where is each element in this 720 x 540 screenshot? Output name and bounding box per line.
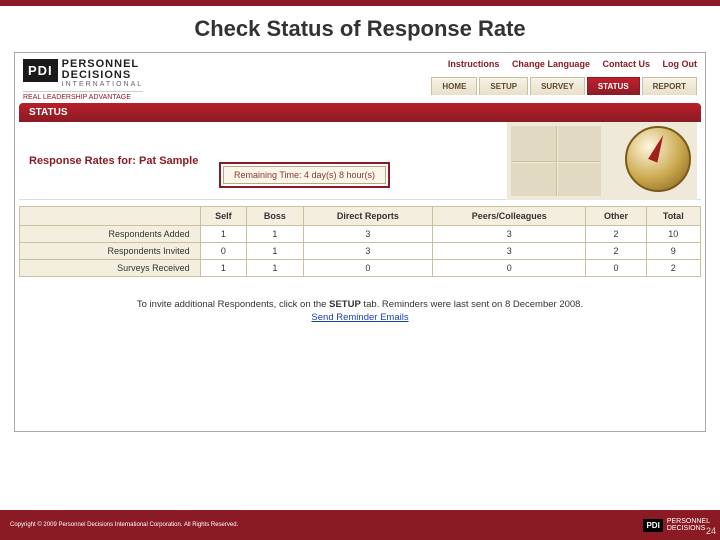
page-number: 24 (706, 526, 716, 536)
send-reminder-link[interactable]: Send Reminder Emails (15, 312, 705, 323)
puzzle-icon (511, 126, 601, 196)
cell: 0 (586, 260, 646, 277)
cell: 3 (303, 243, 432, 260)
instruction-post: tab. Reminders were last sent on 8 Decem… (361, 299, 583, 310)
cell: 1 (200, 226, 247, 243)
hero-graphic (507, 122, 697, 200)
cell: 3 (433, 243, 586, 260)
content-strip: Response Rates for: Pat Sample Remaining… (19, 122, 701, 200)
row-label: Respondents Added (20, 226, 201, 243)
cell: 1 (200, 260, 247, 277)
table-row: Respondents Invited 0 1 3 3 2 9 (20, 243, 701, 260)
logo-tagline: REAL LEADERSHIP ADVANTAGE (23, 91, 143, 101)
compass-icon (625, 126, 691, 192)
col-boss: Boss (247, 207, 304, 226)
col-peers: Peers/Colleagues (433, 207, 586, 226)
cell: 9 (646, 243, 700, 260)
tab-survey[interactable]: SURVEY (530, 77, 585, 95)
header-region: PDI PERSONNEL DECISIONS INTERNATIONAL RE… (15, 53, 705, 103)
instruction-setup-word: SETUP (329, 299, 361, 310)
footer-copyright: Copyright © 2009 Personnel Decisions Int… (10, 522, 238, 528)
row-label: Surveys Received (20, 260, 201, 277)
cell: 3 (303, 226, 432, 243)
link-instructions[interactable]: Instructions (448, 59, 500, 69)
footer-logo: PDI PERSONNEL DECISIONS (643, 518, 710, 532)
logo-line3: INTERNATIONAL (62, 81, 144, 88)
cell: 10 (646, 226, 700, 243)
col-blank (20, 207, 201, 226)
logo-block: PDI PERSONNEL DECISIONS INTERNATIONAL RE… (23, 59, 143, 101)
cell: 0 (433, 260, 586, 277)
cell: 2 (646, 260, 700, 277)
logo-initials: PDI (23, 59, 58, 82)
cell: 1 (247, 243, 304, 260)
app-frame: PDI PERSONNEL DECISIONS INTERNATIONAL RE… (14, 52, 706, 432)
cell: 3 (433, 226, 586, 243)
response-rate-table: Self Boss Direct Reports Peers/Colleague… (19, 206, 701, 277)
tab-status[interactable]: STATUS (587, 77, 640, 95)
tab-home[interactable]: HOME (431, 77, 477, 95)
cell: 2 (586, 226, 646, 243)
logo-line2: DECISIONS (62, 70, 144, 81)
row-label: Respondents Invited (20, 243, 201, 260)
table-row: Surveys Received 1 1 0 0 0 2 (20, 260, 701, 277)
col-direct-reports: Direct Reports (303, 207, 432, 226)
cell: 1 (247, 260, 304, 277)
cell: 2 (586, 243, 646, 260)
slide-title: Check Status of Response Rate (0, 0, 720, 46)
cell: 0 (303, 260, 432, 277)
response-rate-heading: Response Rates for: Pat Sample (29, 155, 198, 167)
instruction-pre: To invite additional Respondents, click … (137, 299, 329, 310)
instruction-text: To invite additional Respondents, click … (15, 299, 705, 310)
footer-logo-initials: PDI (643, 519, 662, 532)
remaining-time-text: Remaining Time: 4 day(s) 8 hour(s) (223, 166, 386, 184)
cell: 1 (247, 226, 304, 243)
link-contact-us[interactable]: Contact Us (602, 59, 650, 69)
footer-logo-line1: PERSONNEL (667, 518, 710, 525)
col-self: Self (200, 207, 247, 226)
tab-setup[interactable]: SETUP (479, 77, 528, 95)
remaining-time-highlight: Remaining Time: 4 day(s) 8 hour(s) (219, 162, 390, 188)
table-row: Respondents Added 1 1 3 3 2 10 (20, 226, 701, 243)
link-change-language[interactable]: Change Language (512, 59, 590, 69)
col-total: Total (646, 207, 700, 226)
tab-report[interactable]: REPORT (642, 77, 697, 95)
cell: 0 (200, 243, 247, 260)
utility-links: Instructions Change Language Contact Us … (431, 59, 697, 69)
col-other: Other (586, 207, 646, 226)
slide-footer: Copyright © 2009 Personnel Decisions Int… (0, 510, 720, 540)
footer-logo-line2: DECISIONS (667, 525, 710, 532)
section-header: STATUS (19, 103, 701, 122)
link-log-out[interactable]: Log Out (663, 59, 698, 69)
nav-tabs: HOME SETUP SURVEY STATUS REPORT (431, 77, 697, 95)
